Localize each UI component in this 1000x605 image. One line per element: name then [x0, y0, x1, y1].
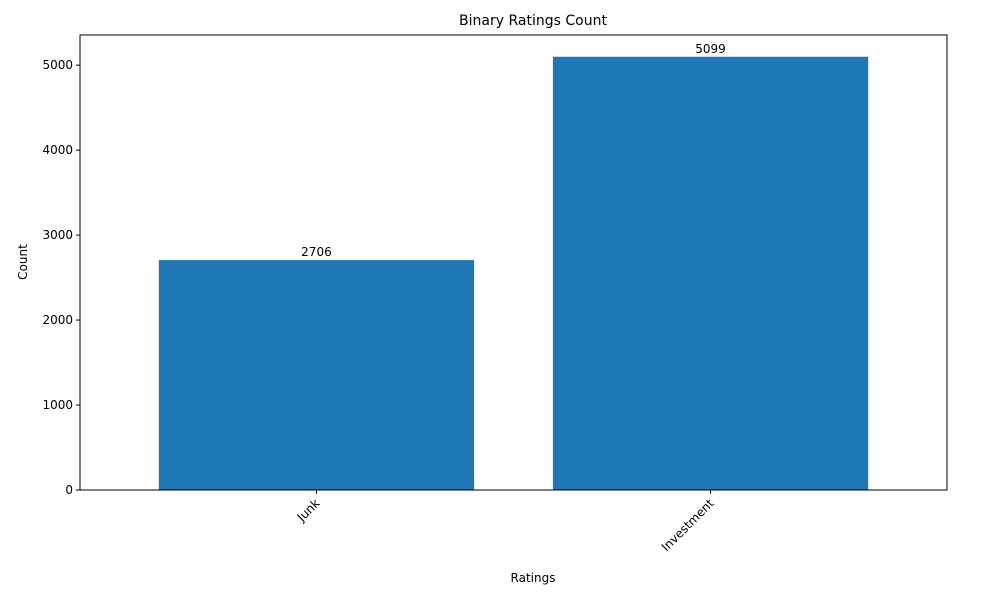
x-axis-label: Ratings: [511, 571, 556, 585]
y-tick-label: 1000: [42, 398, 73, 412]
y-tick-label: 0: [65, 483, 73, 497]
y-tick-label: 5000: [42, 58, 73, 72]
chart-title: Binary Ratings Count: [459, 13, 607, 29]
bar: [552, 56, 869, 490]
bar: [158, 260, 475, 490]
x-axis: Junk Investment: [294, 490, 717, 554]
data-labels-group: 2706 5099: [301, 42, 726, 259]
y-tick-label: 2000: [42, 313, 73, 327]
x-tick-label: Junk: [294, 496, 323, 525]
y-tick-label: 3000: [42, 228, 73, 242]
bars-group: [158, 56, 869, 490]
x-tick-label: Investment: [659, 496, 717, 554]
y-axis-label: Count: [16, 244, 30, 280]
plot-frame: [79, 34, 948, 491]
data-label: 5099: [695, 42, 726, 56]
data-label: 2706: [301, 245, 332, 259]
y-tick-label: 4000: [42, 143, 73, 157]
y-axis: 0 1000 2000 3000 4000 5000: [42, 58, 80, 497]
